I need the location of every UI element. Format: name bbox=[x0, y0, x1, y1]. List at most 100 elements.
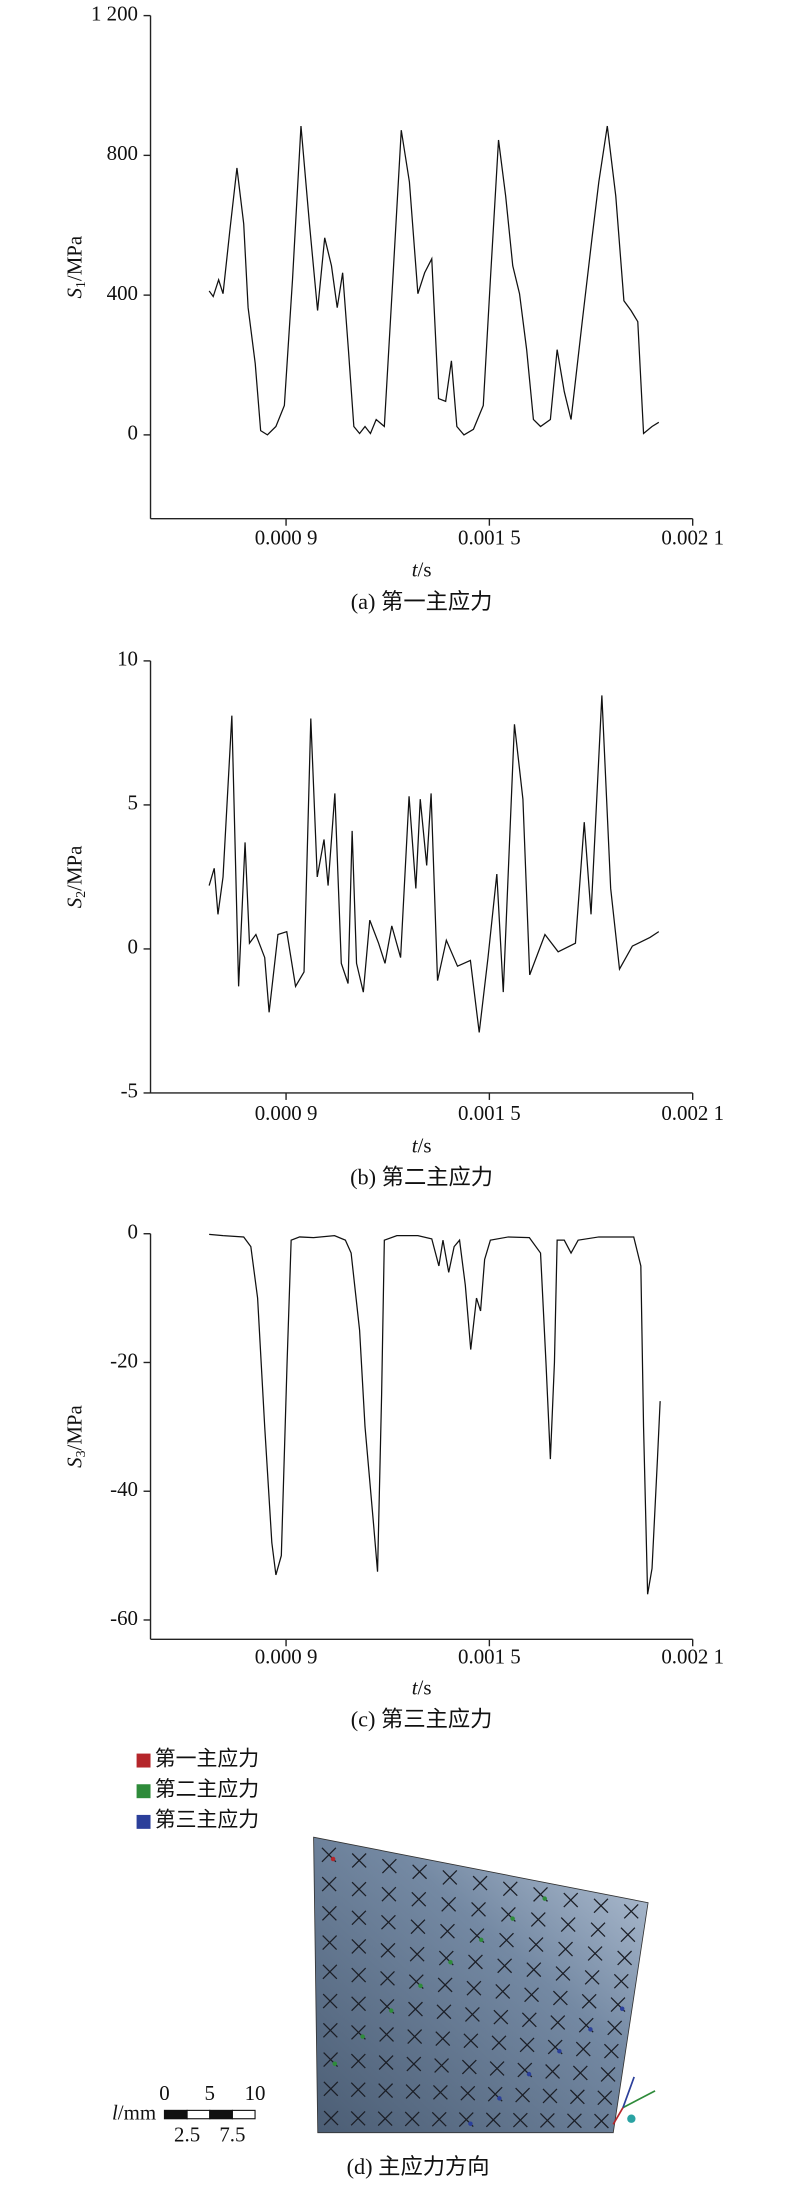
y-label-unit: /MPa bbox=[62, 236, 86, 281]
glyph bbox=[351, 1910, 367, 1926]
glyph bbox=[378, 2083, 394, 2098]
x-tick-label: 0.000 9 bbox=[255, 1645, 318, 1669]
glyph bbox=[322, 1935, 338, 1950]
glyph bbox=[351, 1967, 367, 1983]
glyph bbox=[378, 2055, 394, 2070]
panel-caption: (a) 第一主应力 bbox=[351, 589, 493, 614]
glyph bbox=[441, 1896, 457, 1912]
glyph bbox=[408, 2001, 423, 2017]
glyph bbox=[493, 2009, 509, 2025]
y-tick-label: -5 bbox=[121, 1079, 138, 1103]
y-tick-label: 5 bbox=[128, 791, 138, 815]
glyph bbox=[560, 1917, 576, 1932]
glyph bbox=[404, 2111, 420, 2127]
glyph bbox=[379, 2027, 394, 2042]
glyph bbox=[471, 1901, 486, 1917]
glyph bbox=[581, 1993, 597, 2009]
x-tick-label: 0.000 9 bbox=[255, 525, 318, 549]
glyph bbox=[442, 1870, 458, 1885]
glyph bbox=[512, 2112, 528, 2128]
legend-swatch bbox=[136, 1814, 151, 1829]
glyph-dot bbox=[468, 2121, 473, 2126]
y-tick-label: 0 bbox=[128, 421, 138, 445]
glyph bbox=[495, 1984, 511, 1999]
glyph bbox=[381, 1886, 397, 1902]
glyph-dot bbox=[588, 2027, 593, 2032]
glyph-dot bbox=[478, 1937, 484, 1943]
mesh-model bbox=[313, 1836, 649, 2134]
glyph bbox=[377, 2111, 393, 2127]
y-tick-label: -60 bbox=[110, 1606, 138, 1630]
glyph bbox=[406, 2056, 422, 2072]
glyph bbox=[593, 1898, 609, 1914]
x-label-unit: /s bbox=[418, 557, 432, 581]
glyph bbox=[519, 2037, 535, 2053]
x-label-symbol: t bbox=[412, 557, 419, 581]
scale-segment bbox=[231, 2109, 256, 2120]
glyph-dot bbox=[388, 2008, 394, 2013]
glyph bbox=[435, 2031, 451, 2047]
y-tick-label: 400 bbox=[107, 281, 138, 305]
glyph-dot bbox=[330, 1856, 336, 1862]
glyph bbox=[550, 2015, 566, 2030]
scale-top-label: 5 bbox=[205, 2081, 215, 2105]
scale-label: l/mm bbox=[112, 2100, 156, 2124]
data-line bbox=[208, 695, 660, 1033]
y-tick-label: 10 bbox=[117, 647, 138, 671]
legend-label: 第三主应力 bbox=[155, 1808, 259, 1832]
glyph bbox=[607, 2020, 623, 2036]
glyph bbox=[552, 1990, 568, 2006]
glyph-dot bbox=[360, 2034, 365, 2039]
glyph bbox=[461, 2059, 477, 2075]
legend-swatch bbox=[136, 1784, 151, 1799]
glyph bbox=[499, 1932, 514, 1948]
y-tick-label: 0 bbox=[128, 935, 138, 959]
glyph-dot bbox=[619, 2006, 625, 2011]
glyph bbox=[491, 2035, 507, 2051]
x-tick-label: 0.001 5 bbox=[458, 525, 521, 549]
x-tick-label: 0.001 5 bbox=[458, 1645, 521, 1669]
glyph bbox=[584, 1969, 600, 1985]
glyph bbox=[515, 2087, 531, 2103]
glyph bbox=[464, 2007, 480, 2022]
panel-caption: (c) 第三主应力 bbox=[351, 1707, 493, 1732]
glyph bbox=[321, 1876, 337, 1892]
glyph bbox=[460, 2085, 476, 2101]
coordinate-triad bbox=[612, 2076, 656, 2125]
scale-unit: /mm bbox=[118, 2100, 156, 2124]
y-label-symbol: S bbox=[62, 897, 86, 908]
glyph bbox=[350, 2082, 366, 2098]
glyph bbox=[545, 2064, 560, 2079]
glyph-dot bbox=[557, 2048, 562, 2054]
glyph-dot bbox=[526, 2071, 532, 2077]
panel-caption: (b) 第二主应力 bbox=[350, 1164, 493, 1189]
scale-bottom-label: 2.5 bbox=[174, 2123, 200, 2147]
x-tick-label: 0.002 1 bbox=[661, 525, 724, 549]
glyph-dot bbox=[448, 1959, 453, 1965]
glyph bbox=[526, 1962, 542, 1978]
y-tick-label: -40 bbox=[110, 1477, 138, 1501]
x-tick-label: 0.000 9 bbox=[255, 1101, 318, 1125]
scale-top-label: 10 bbox=[245, 2081, 266, 2105]
glyph-dot bbox=[418, 1983, 423, 1989]
glyph bbox=[351, 1996, 366, 2012]
glyph bbox=[603, 2043, 619, 2059]
glyph bbox=[575, 2041, 591, 2057]
glyph bbox=[555, 1966, 571, 1981]
glyph bbox=[409, 1946, 425, 1962]
glyph bbox=[472, 1875, 488, 1891]
glyph-dot bbox=[510, 1916, 515, 1921]
y-tick-label: 800 bbox=[107, 141, 138, 165]
y-label-subscript: 3 bbox=[74, 1450, 89, 1457]
glyph bbox=[539, 2113, 555, 2128]
x-axis-label: t/s bbox=[412, 1133, 432, 1157]
glyph bbox=[380, 1942, 396, 1958]
glyph bbox=[381, 1914, 396, 1930]
scale-segment bbox=[186, 2109, 211, 2120]
data-line bbox=[208, 125, 660, 436]
glyph bbox=[569, 2089, 585, 2105]
glyph-dot bbox=[497, 2096, 502, 2101]
glyph bbox=[542, 2088, 558, 2104]
glyph bbox=[412, 1864, 428, 1880]
